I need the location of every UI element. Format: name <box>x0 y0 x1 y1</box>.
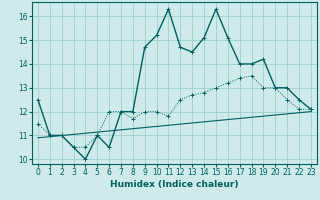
X-axis label: Humidex (Indice chaleur): Humidex (Indice chaleur) <box>110 180 239 189</box>
